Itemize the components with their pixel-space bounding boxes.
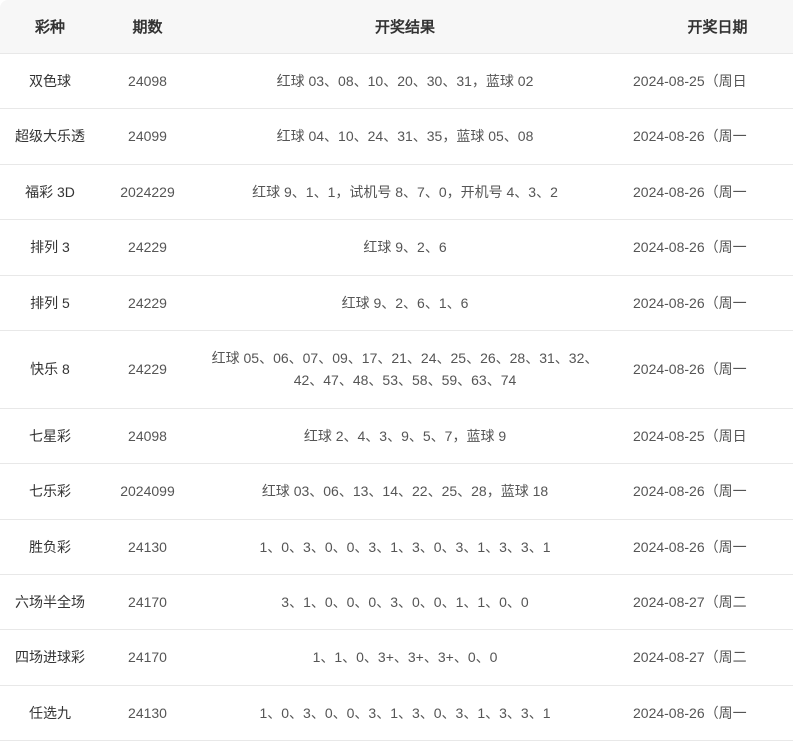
cell-result: 1、0、3、0、0、3、1、3、0、3、1、3、3、1 <box>195 519 615 574</box>
cell-result: 3、1、0、0、0、3、0、0、1、1、0、0 <box>195 574 615 629</box>
header-type: 彩种 <box>0 0 100 54</box>
cell-result: 1、0、3、0、0、3、1、3、0、3、1、3、3、1 <box>195 685 615 740</box>
cell-date: 2024-08-26（周一 <box>615 519 793 574</box>
cell-type: 排列 3 <box>0 220 100 275</box>
table-row[interactable]: 排列 524229红球 9、2、6、1、62024-08-26（周一 <box>0 275 793 330</box>
cell-type: 六场半全场 <box>0 574 100 629</box>
header-result: 开奖结果 <box>195 0 615 54</box>
cell-result: 红球 05、06、07、09、17、21、24、25、26、28、31、32、4… <box>195 330 615 408</box>
cell-date: 2024-08-26（周一 <box>615 109 793 164</box>
cell-period: 24229 <box>100 330 195 408</box>
cell-result: 红球 9、2、6、1、6 <box>195 275 615 330</box>
table-row[interactable]: 超级大乐透24099红球 04、10、24、31、35，蓝球 05、082024… <box>0 109 793 164</box>
cell-date: 2024-08-27（周二 <box>615 630 793 685</box>
cell-type: 任选九 <box>0 685 100 740</box>
cell-type: 排列 5 <box>0 275 100 330</box>
header-date: 开奖日期 <box>615 0 793 54</box>
table-row[interactable]: 排列 324229红球 9、2、62024-08-26（周一 <box>0 220 793 275</box>
cell-period: 24098 <box>100 408 195 463</box>
cell-date: 2024-08-26（周一 <box>615 164 793 219</box>
header-period: 期数 <box>100 0 195 54</box>
cell-result: 红球 9、1、1，试机号 8、7、0，开机号 4、3、2 <box>195 164 615 219</box>
lottery-results-table: 彩种 期数 开奖结果 开奖日期 双色球24098红球 03、08、10、20、3… <box>0 0 793 741</box>
cell-type: 七星彩 <box>0 408 100 463</box>
cell-date: 2024-08-25（周日 <box>615 54 793 109</box>
table-row[interactable]: 七乐彩2024099红球 03、06、13、14、22、25、28，蓝球 182… <box>0 464 793 519</box>
cell-period: 24170 <box>100 630 195 685</box>
cell-period: 24099 <box>100 109 195 164</box>
table-row[interactable]: 四场进球彩241701、1、0、3+、3+、3+、0、02024-08-27（周… <box>0 630 793 685</box>
cell-type: 超级大乐透 <box>0 109 100 164</box>
cell-result: 1、1、0、3+、3+、3+、0、0 <box>195 630 615 685</box>
cell-date: 2024-08-27（周二 <box>615 574 793 629</box>
cell-date: 2024-08-26（周一 <box>615 220 793 275</box>
cell-period: 24229 <box>100 275 195 330</box>
cell-type: 胜负彩 <box>0 519 100 574</box>
cell-period: 2024099 <box>100 464 195 519</box>
cell-date: 2024-08-26（周一 <box>615 464 793 519</box>
table-row[interactable]: 六场半全场241703、1、0、0、0、3、0、0、1、1、0、02024-08… <box>0 574 793 629</box>
cell-result: 红球 2、4、3、9、5、7，蓝球 9 <box>195 408 615 463</box>
table-row[interactable]: 双色球24098红球 03、08、10、20、30、31，蓝球 022024-0… <box>0 54 793 109</box>
cell-type: 快乐 8 <box>0 330 100 408</box>
cell-period: 24229 <box>100 220 195 275</box>
table-row[interactable]: 快乐 824229红球 05、06、07、09、17、21、24、25、26、2… <box>0 330 793 408</box>
cell-period: 24130 <box>100 519 195 574</box>
table-header-row: 彩种 期数 开奖结果 开奖日期 <box>0 0 793 54</box>
table-row[interactable]: 任选九241301、0、3、0、0、3、1、3、0、3、1、3、3、12024-… <box>0 685 793 740</box>
cell-date: 2024-08-26（周一 <box>615 275 793 330</box>
cell-period: 24170 <box>100 574 195 629</box>
cell-period: 24130 <box>100 685 195 740</box>
cell-result: 红球 03、06、13、14、22、25、28，蓝球 18 <box>195 464 615 519</box>
cell-type: 四场进球彩 <box>0 630 100 685</box>
cell-date: 2024-08-25（周日 <box>615 408 793 463</box>
cell-result: 红球 04、10、24、31、35，蓝球 05、08 <box>195 109 615 164</box>
lottery-results-table-wrap: 彩种 期数 开奖结果 开奖日期 双色球24098红球 03、08、10、20、3… <box>0 0 793 741</box>
cell-result: 红球 03、08、10、20、30、31，蓝球 02 <box>195 54 615 109</box>
cell-date: 2024-08-26（周一 <box>615 330 793 408</box>
table-row[interactable]: 七星彩24098红球 2、4、3、9、5、7，蓝球 92024-08-25（周日 <box>0 408 793 463</box>
cell-type: 双色球 <box>0 54 100 109</box>
cell-result: 红球 9、2、6 <box>195 220 615 275</box>
cell-type: 七乐彩 <box>0 464 100 519</box>
table-row[interactable]: 福彩 3D2024229红球 9、1、1，试机号 8、7、0，开机号 4、3、2… <box>0 164 793 219</box>
cell-period: 24098 <box>100 54 195 109</box>
table-row[interactable]: 胜负彩241301、0、3、0、0、3、1、3、0、3、1、3、3、12024-… <box>0 519 793 574</box>
cell-type: 福彩 3D <box>0 164 100 219</box>
cell-date: 2024-08-26（周一 <box>615 685 793 740</box>
cell-period: 2024229 <box>100 164 195 219</box>
